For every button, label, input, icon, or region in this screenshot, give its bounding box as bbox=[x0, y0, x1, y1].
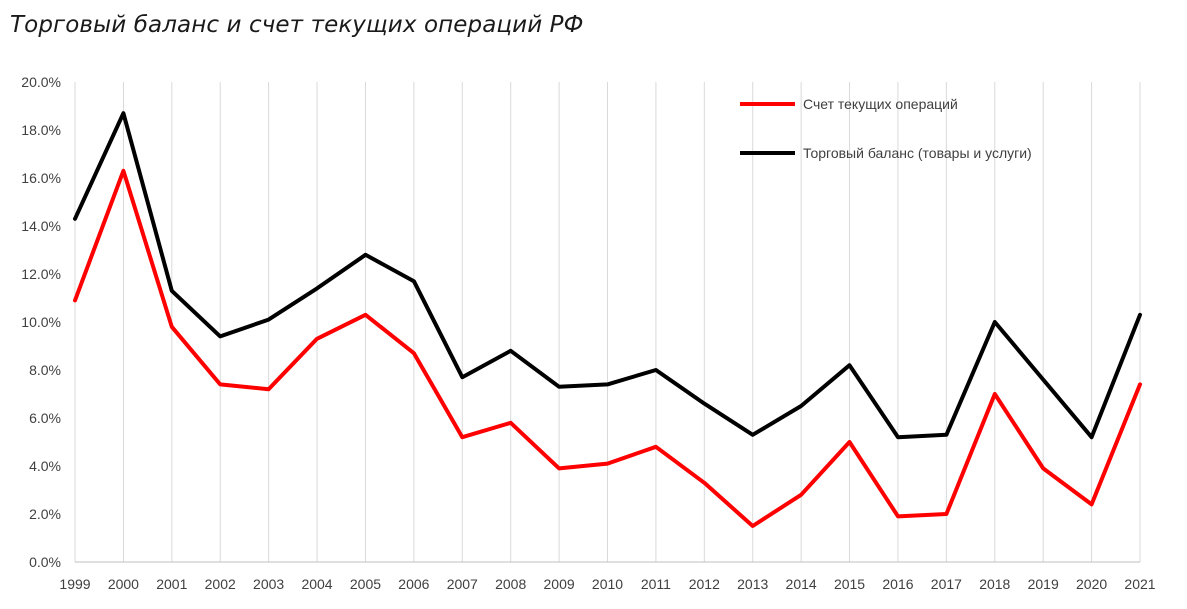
series-lines bbox=[73, 111, 1142, 528]
x-tick-label: 2004 bbox=[301, 576, 332, 592]
x-tick-label: 2007 bbox=[447, 576, 478, 592]
x-tick-label: 2015 bbox=[834, 576, 865, 592]
series-line-1 bbox=[73, 111, 1142, 440]
x-tick-label: 1999 bbox=[59, 576, 90, 592]
x-tick-label: 2018 bbox=[979, 576, 1010, 592]
x-tick-label: 2011 bbox=[641, 576, 671, 592]
y-tick-label: 6.0% bbox=[29, 410, 61, 426]
x-tick-label: 2009 bbox=[544, 576, 575, 592]
y-tick-label: 14.0% bbox=[21, 218, 61, 234]
x-tick-label: 2013 bbox=[737, 576, 768, 592]
y-tick-label: 0.0% bbox=[29, 554, 61, 570]
x-tick-label: 2021 bbox=[1124, 576, 1155, 592]
y-tick-label: 12.0% bbox=[21, 266, 61, 282]
x-tick-label: 2000 bbox=[108, 576, 139, 592]
x-tick-label: 2019 bbox=[1028, 576, 1059, 592]
legend-label-1: Торговый баланс (товары и услуги) bbox=[803, 145, 1032, 161]
x-tick-label: 2005 bbox=[350, 576, 381, 592]
y-tick-label: 16.0% bbox=[21, 170, 61, 186]
y-tick-label: 18.0% bbox=[21, 122, 61, 138]
x-tick-label: 2017 bbox=[931, 576, 962, 592]
x-tick-label: 2012 bbox=[689, 576, 720, 592]
x-tick-label: 2001 bbox=[156, 576, 187, 592]
y-tick-label: 20.0% bbox=[21, 74, 61, 90]
x-tick-label: 2014 bbox=[786, 576, 817, 592]
x-tick-label: 2010 bbox=[592, 576, 623, 592]
x-tick-label: 2006 bbox=[398, 576, 429, 592]
x-tick-label: 2008 bbox=[495, 576, 526, 592]
x-tick-label: 2002 bbox=[205, 576, 236, 592]
chart-title: Торговый баланс и счет текущих операций … bbox=[10, 12, 584, 38]
x-tick-label: 2016 bbox=[882, 576, 913, 592]
gridlines bbox=[74, 82, 1141, 562]
y-tick-label: 4.0% bbox=[29, 458, 61, 474]
series-line-0 bbox=[73, 168, 1142, 528]
x-tick-label: 2020 bbox=[1076, 576, 1107, 592]
legend: Счет текущих операций Торговый баланс (то… bbox=[740, 96, 1032, 161]
x-axis-tick-labels: 1999 2000 2001 2002 2003 2004 2005 2006 2007 2008… bbox=[59, 576, 1155, 592]
y-tick-label: 8.0% bbox=[29, 362, 61, 378]
y-tick-label: 2.0% bbox=[29, 506, 61, 522]
legend-label-0: Счет текущих операций bbox=[803, 96, 958, 112]
y-axis-tick-labels: 0.0% 2.0% 4.0% 6.0% 8.0% 10.0% 12.0% 14.0% 16.0%… bbox=[21, 74, 61, 570]
x-tick-label: 2003 bbox=[253, 576, 284, 592]
y-tick-label: 10.0% bbox=[21, 314, 61, 330]
